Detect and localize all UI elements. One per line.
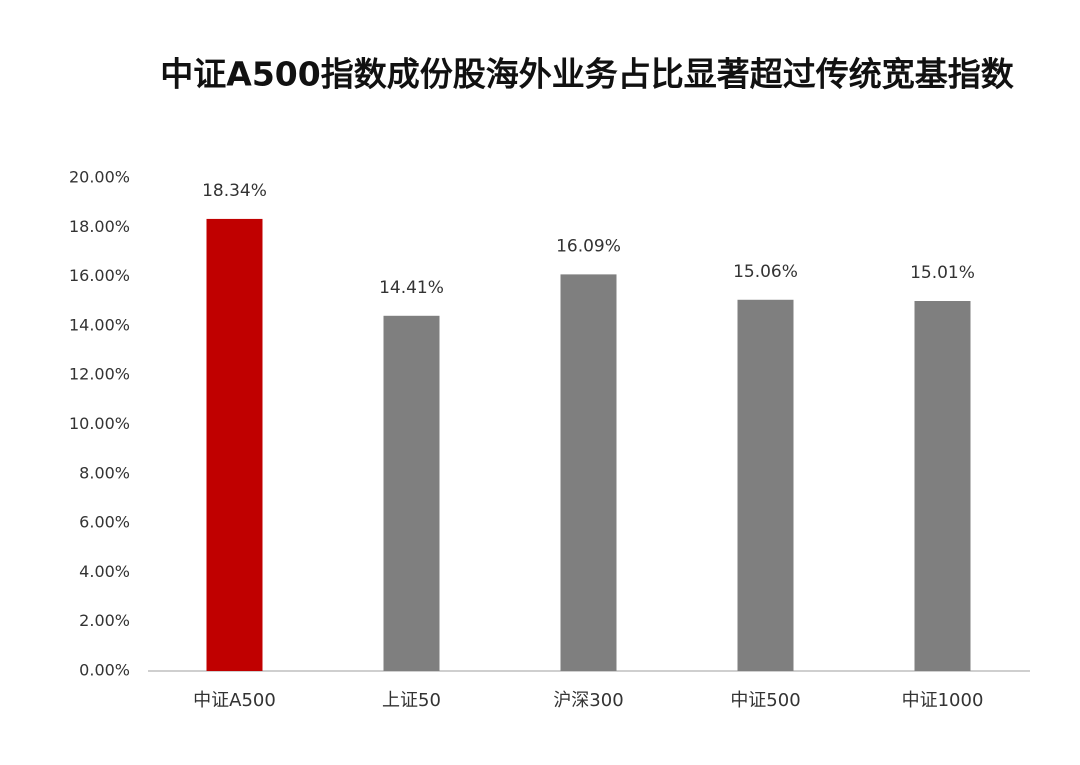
y-tick-label: 6.00% [79,513,130,532]
value-label: 14.41% [379,278,444,298]
y-tick-label: 12.00% [69,365,130,384]
x-tick-label: 中证1000 [902,690,984,711]
y-tick-label: 18.00% [69,217,130,236]
value-label: 15.06% [733,262,798,282]
x-tick-label: 沪深300 [553,690,623,711]
value-label: 18.34% [202,181,267,201]
chart-title: 中证A500指数成份股海外业务占比显著超过传统宽基指数 [160,55,1014,94]
bar [914,301,971,671]
y-tick-label: 16.00% [69,266,130,285]
x-tick-label: 中证500 [730,690,800,711]
y-tick-label: 10.00% [69,414,130,433]
y-tick-label: 4.00% [79,562,130,581]
value-label: 16.09% [556,236,621,256]
y-tick-label: 14.00% [69,315,130,334]
y-tick-label: 0.00% [79,661,130,680]
y-tick-label: 8.00% [79,463,130,482]
y-tick-label: 20.00% [69,168,130,187]
bar [560,274,617,671]
y-tick-label: 2.00% [79,611,130,630]
value-label: 15.01% [910,263,975,283]
x-tick-label: 上证50 [382,690,441,711]
bar [206,218,263,671]
bar [737,299,794,671]
x-tick-label: 中证A500 [193,690,276,711]
bar [383,315,440,671]
